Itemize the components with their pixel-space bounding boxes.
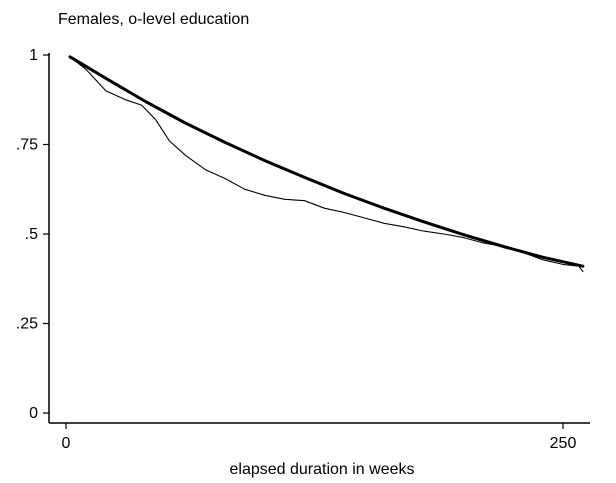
axes: 0 .25 .5 .75 1 0 250 — [16, 47, 590, 452]
y-tick-label: .75 — [16, 137, 38, 154]
x-tick-label: 250 — [550, 435, 577, 452]
series-line-thick — [68, 55, 585, 268]
x-axis-label: elapsed duration in weeks — [229, 461, 414, 478]
series-layer — [68, 55, 585, 273]
y-tick-label: .25 — [16, 316, 38, 333]
y-tick-label: 0 — [29, 405, 38, 422]
y-tick-label: 1 — [29, 47, 38, 64]
series-line-thin — [69, 56, 584, 273]
y-tick-label: .5 — [25, 226, 38, 243]
x-tick-label: 0 — [62, 435, 71, 452]
chart-title: Females, o-level education — [58, 11, 249, 28]
